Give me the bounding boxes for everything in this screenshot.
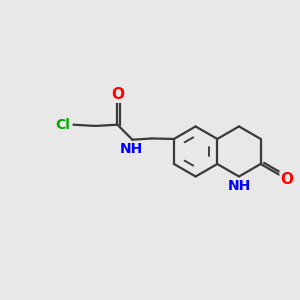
Text: O: O xyxy=(111,87,124,102)
Text: NH: NH xyxy=(119,142,142,156)
Text: Cl: Cl xyxy=(56,118,70,132)
Text: NH: NH xyxy=(227,178,250,193)
Text: O: O xyxy=(280,172,293,187)
